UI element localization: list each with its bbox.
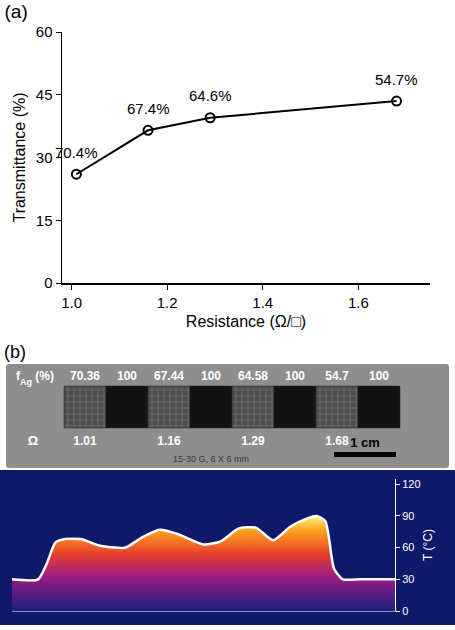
svg-text:67.4%: 67.4% xyxy=(127,100,170,117)
svg-text:54.7: 54.7 xyxy=(325,369,349,383)
svg-text:T (°C): T (°C) xyxy=(421,529,435,561)
svg-text:1.16: 1.16 xyxy=(157,434,181,448)
svg-text:1.68: 1.68 xyxy=(325,434,349,448)
svg-text:70.4%: 70.4% xyxy=(55,144,98,161)
svg-text:1.4: 1.4 xyxy=(252,294,273,311)
svg-text:0: 0 xyxy=(402,605,408,617)
svg-text:15: 15 xyxy=(36,212,53,229)
svg-text:45: 45 xyxy=(36,86,53,103)
svg-text:1 cm: 1 cm xyxy=(350,435,380,450)
svg-text:fAg (%): fAg (%) xyxy=(16,369,54,387)
svg-text:90: 90 xyxy=(402,510,414,522)
svg-text:1.0: 1.0 xyxy=(61,294,82,311)
svg-text:100: 100 xyxy=(369,369,389,383)
svg-text:30: 30 xyxy=(402,573,414,585)
svg-text:1.29: 1.29 xyxy=(241,434,265,448)
svg-text:100: 100 xyxy=(285,369,305,383)
svg-text:54.7%: 54.7% xyxy=(375,71,418,88)
svg-text:30: 30 xyxy=(36,149,53,166)
svg-text:100: 100 xyxy=(201,369,221,383)
svg-text:Transmittance (%): Transmittance (%) xyxy=(11,92,28,222)
svg-text:60: 60 xyxy=(402,541,414,553)
svg-text:67.44: 67.44 xyxy=(154,369,184,383)
svg-text:1.2: 1.2 xyxy=(157,294,178,311)
svg-text:60: 60 xyxy=(36,23,53,40)
svg-text:70.36: 70.36 xyxy=(70,369,100,383)
svg-text:(a): (a) xyxy=(5,1,28,22)
svg-text:64.58: 64.58 xyxy=(238,369,268,383)
svg-text:(b): (b) xyxy=(4,342,26,362)
svg-text:0: 0 xyxy=(44,274,52,291)
svg-text:Resistance (Ω/□): Resistance (Ω/□) xyxy=(186,313,306,330)
svg-text:1.01: 1.01 xyxy=(73,434,97,448)
svg-text:1.6: 1.6 xyxy=(348,294,369,311)
svg-text:120: 120 xyxy=(402,478,420,490)
svg-text:100: 100 xyxy=(117,369,137,383)
svg-text:15-30 G, 6 X 6 mm: 15-30 G, 6 X 6 mm xyxy=(173,454,249,464)
svg-text:64.6%: 64.6% xyxy=(189,87,232,104)
svg-text:Ω: Ω xyxy=(28,433,38,448)
